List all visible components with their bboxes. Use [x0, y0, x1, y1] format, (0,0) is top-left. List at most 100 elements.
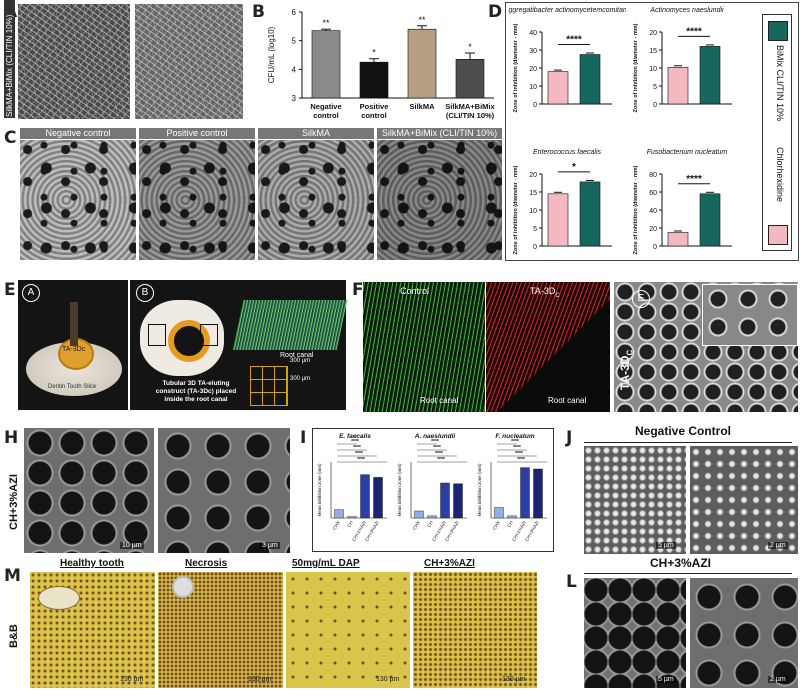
- panel-e-subpanel-a: A TA-3Dc Dentin Tooth Slice: [18, 280, 128, 410]
- d-yticklabel-3-3: 60: [649, 190, 657, 197]
- panel-i-label: I: [300, 428, 307, 448]
- b-xlabel-3-1: (CLI/TIN 10%): [446, 111, 495, 120]
- b-bar-1: [359, 61, 389, 99]
- legend-label-chx: Chlorhexidine: [775, 147, 785, 203]
- i-bar-0-0: [334, 509, 344, 519]
- legend-swatch-chx: [768, 225, 788, 245]
- b-xlabel-1-0: Positive: [360, 102, 389, 111]
- panel-l-title: CH+3%AZI: [650, 556, 712, 570]
- panel-f-control-title: Control: [400, 286, 430, 296]
- panel-j-image-2: [690, 446, 798, 554]
- panel-f-root2: Root canal: [548, 396, 587, 405]
- d-title-0: Aggregatibacter actinomycetemcomitans: [508, 7, 626, 14]
- panel-f-ta-title: TA-3DC: [530, 286, 560, 299]
- construct-caption: Tubular 3D TA-eluting construct (TA-3Dc)…: [155, 380, 237, 403]
- d-sig-0: ****: [566, 35, 582, 46]
- panel-c-title-2: Positive control: [139, 128, 255, 139]
- i-ylabel-2: Mean inhibition zone (mm): [477, 463, 482, 517]
- d-yticklabel-2-2: 10: [529, 208, 537, 215]
- panel-g-vertical-text: TA-3D: [618, 355, 632, 390]
- b-xlabel-2-0: SilkMA: [409, 102, 435, 111]
- panel-m-title-3: 50mg/mL DAP: [292, 558, 360, 569]
- d-sig-2: *: [572, 162, 576, 173]
- panel-h-image-1: [24, 428, 154, 553]
- panel-j-image-1: [584, 446, 686, 554]
- zoom-box-left: [148, 324, 166, 346]
- b-ytick-label-2: 5: [292, 37, 297, 46]
- i-xlabel-2-3: CH+3%AZI: [524, 520, 540, 542]
- panel-m-image-1: [30, 572, 155, 688]
- d-yticklabel-1-4: 20: [649, 30, 657, 37]
- i-bar-0-2: [360, 474, 370, 519]
- panel-h-side-label: CH+3%AZI: [8, 474, 20, 530]
- panel-f-root1: Root canal: [420, 396, 459, 405]
- tooth-slice-label: Dentin Tooth Slice: [48, 384, 97, 390]
- panel-i-chart-2: A. naeslundii Mean inhibition zone (mm) CH…: [397, 433, 467, 542]
- panel-l-image-2: [690, 578, 798, 688]
- b-ytick-label-1: 4: [292, 65, 297, 74]
- panel-d-legend: BiMix CLI/TIN 10% Chlorhexidine: [762, 14, 792, 251]
- i-sig-1-3: ****: [437, 457, 445, 463]
- i-bar-1-1: [427, 515, 437, 519]
- b-ytick-label-3: 6: [292, 8, 297, 17]
- panel-m-title-1: Healthy tooth: [60, 558, 124, 569]
- i-xlabel-1-1: CH: [426, 520, 434, 528]
- i-sig-0-0: ****: [351, 439, 359, 445]
- d-sig-3: ****: [686, 174, 702, 185]
- dimension-2: 300 µm: [290, 376, 311, 382]
- b-sig-3: *: [468, 42, 472, 52]
- panel-g-vertical-sub: C: [625, 349, 635, 356]
- panel-a-vertical-label: SilkMA+BiMix (CLI/TIN 10%): [4, 0, 15, 118]
- i-xlabel-1-0: CHX: [412, 520, 421, 531]
- panel-i-chart-1: E. faecalis Mean inhibition zone (mm) CHX C…: [317, 433, 387, 542]
- panel-c-image-1: [20, 140, 136, 260]
- b-ytick-label-0: 3: [292, 94, 297, 103]
- d-title-3: Fusobacterium nucleatum: [647, 149, 728, 156]
- panel-a-sem-image-2: [135, 4, 243, 119]
- circle-a-marker: A: [22, 284, 40, 302]
- root-canal-ring: [168, 320, 210, 362]
- i-sig-2-0: ****: [511, 439, 519, 445]
- panel-d-chart-3: Enterococcus faecalis 0 5 10 15 20 Zone of inh…: [513, 149, 612, 254]
- panel-d-chart-4: Fusobacterium nucleatum 0 20 40 60 80 Zone of …: [633, 149, 732, 254]
- panel-i-frame: [312, 428, 554, 552]
- panel-c-title-1: Negative control: [20, 128, 136, 139]
- panel-g-vertical-label: TA-3DC: [618, 350, 634, 390]
- i-title-0: E. faecalis: [339, 433, 371, 440]
- d-bar-1-0: [667, 66, 689, 105]
- panel-j-label: J: [566, 428, 573, 448]
- i-xlabel-2-1: CH: [506, 520, 514, 528]
- i-bar-1-2: [440, 482, 450, 519]
- panel-m-label: M: [4, 566, 21, 586]
- b-xlabel-3-0: SilkMA+BiMix: [445, 102, 495, 111]
- d-sig-1: ****: [686, 26, 702, 37]
- legend-swatch-bimix: [768, 21, 788, 41]
- b-bar-0: [311, 30, 341, 99]
- panel-l-image-1: [584, 578, 686, 688]
- panel-d-label: D: [488, 2, 503, 22]
- i-sig-2-3: ****: [517, 457, 525, 463]
- i-xlabel-0-1: CH: [346, 520, 354, 528]
- panel-j-scale-2: 2 µm: [768, 542, 788, 549]
- panel-j-title-line: [584, 442, 792, 443]
- panel-h-image-2: [158, 428, 290, 553]
- i-bar-2-2: [520, 467, 530, 519]
- d-yticklabel-3-2: 40: [649, 208, 657, 215]
- panel-m-side-label: B&B: [8, 624, 20, 648]
- circle-b-marker: B: [136, 284, 154, 302]
- panel-h-scale-1: 10 µm: [120, 542, 144, 549]
- panel-f-ta-text: TA-3D: [530, 286, 556, 296]
- i-sig-0-2: ****: [355, 451, 363, 457]
- d-yticklabel-2-0: 0: [533, 244, 537, 251]
- d-yticklabel-0-3: 30: [529, 48, 537, 55]
- panel-d-chart-1: Aggregatibacter actinomycetemcomitans 0 10…: [508, 7, 626, 112]
- panel-e-label: E: [4, 280, 16, 300]
- d-yticklabel-3-1: 20: [649, 226, 657, 233]
- d-yticklabel-1-2: 10: [649, 66, 657, 73]
- d-bar-2-0: [547, 193, 569, 247]
- panel-l-scale-2: 2 µm: [768, 676, 788, 683]
- d-yticklabel-2-3: 15: [529, 190, 537, 197]
- b-sig-1: *: [372, 48, 376, 58]
- i-xlabel-0-0: CHX: [332, 520, 341, 531]
